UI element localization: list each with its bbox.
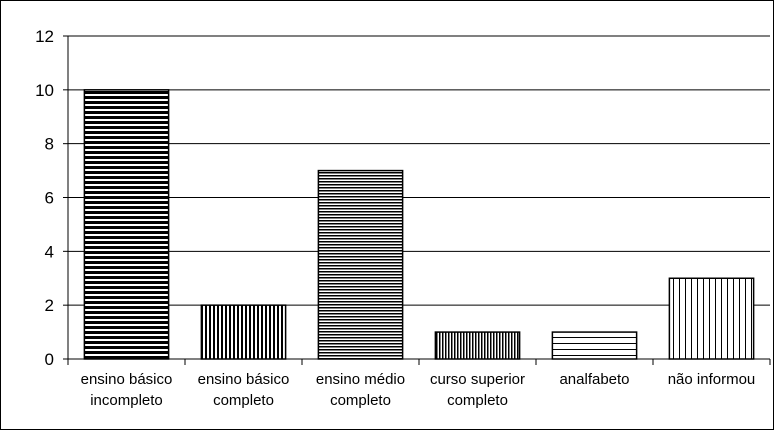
x-category-label: completo [447, 392, 508, 409]
bar [434, 331, 521, 360]
y-tick-label: 12 [35, 27, 54, 46]
x-category-label: curso superior [430, 371, 525, 388]
y-tick-label: 6 [45, 189, 54, 208]
axes [63, 35, 771, 365]
bar [668, 277, 755, 360]
x-category-label: ensino médio [316, 371, 405, 388]
x-category-label: completo [330, 392, 391, 409]
y-tick-labels: 0 2 4 6 8 10 12 [35, 27, 54, 369]
x-category-label: analfabeto [559, 371, 629, 388]
x-category-label: não informou [668, 371, 756, 388]
bar [83, 89, 170, 360]
y-tick-label: 2 [45, 296, 54, 315]
x-category-label: incompleto [90, 392, 163, 409]
y-tick-label: 0 [45, 350, 54, 369]
y-tick-label: 10 [35, 81, 54, 100]
bar [551, 331, 638, 360]
x-category-label: ensino básico [81, 371, 173, 388]
y-tick-label: 4 [45, 242, 54, 261]
bars [83, 89, 755, 360]
y-tick-label: 8 [45, 135, 54, 154]
bar [200, 304, 287, 360]
x-category-label: completo [213, 392, 274, 409]
bar [317, 169, 404, 360]
gridlines [68, 35, 770, 306]
x-category-labels: ensino básico incompleto ensino básico comp… [81, 371, 756, 409]
x-category-label: ensino básico [198, 371, 290, 388]
